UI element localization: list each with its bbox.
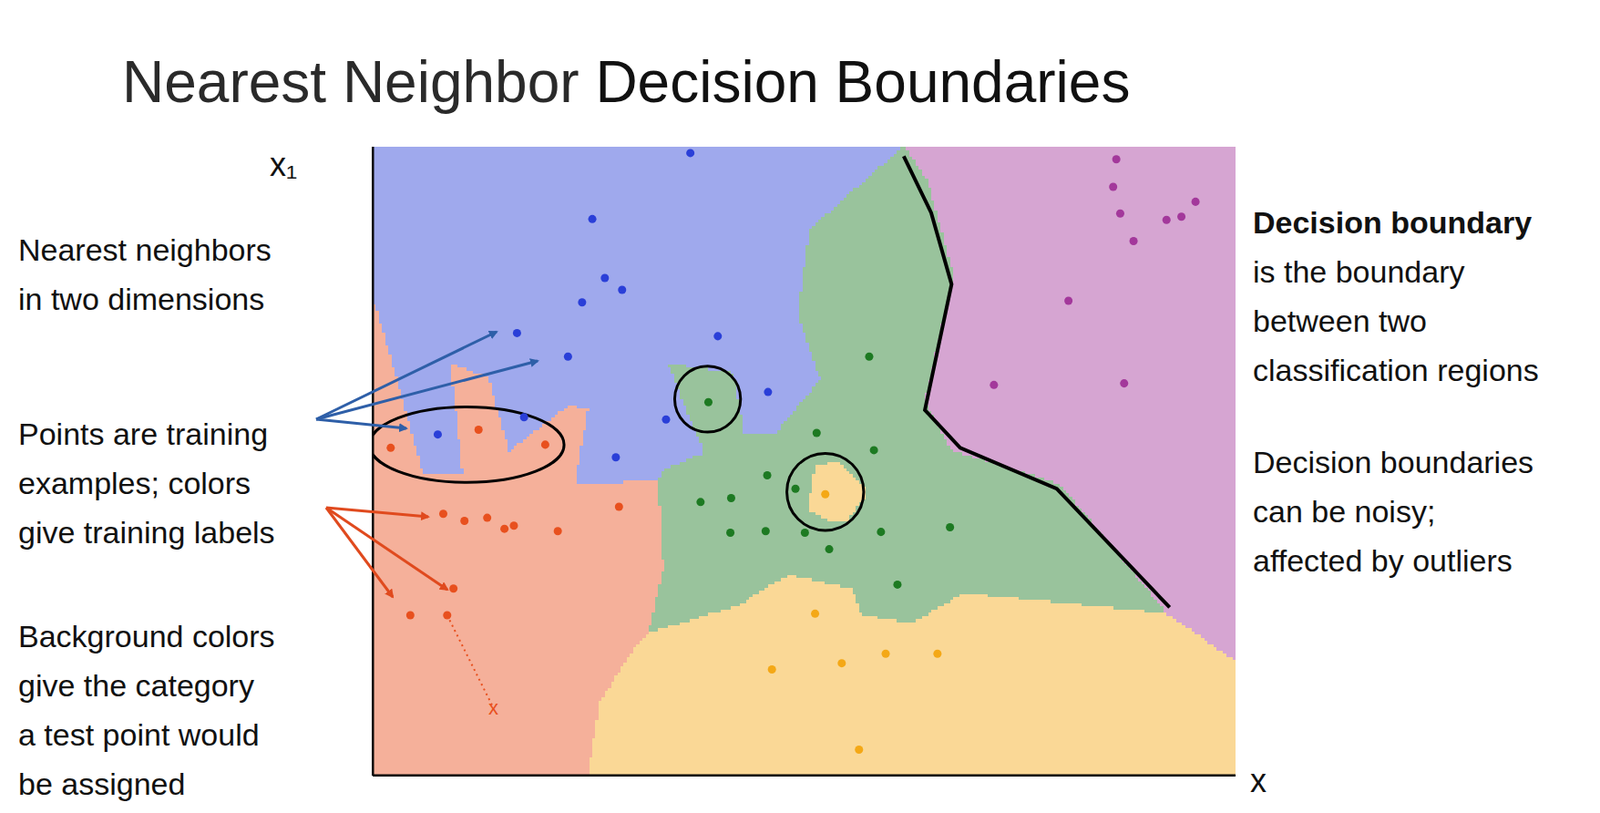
html-text:give training labels: give training labels (18, 514, 275, 550)
html-text:Background colors: Background colors (18, 618, 275, 654)
svg-text:x: x (488, 696, 499, 719)
html-text:Points are training: Points are training (18, 416, 268, 452)
html-text:Nearest Neighbor Decision Boun: Nearest Neighbor Decision Boundaries (122, 49, 1131, 115)
html-text:in two dimensions: in two dimensions (18, 281, 265, 317)
html-text:x: x (1250, 761, 1267, 800)
html-text:Decision boundary: Decision boundary (1252, 205, 1532, 240)
html-text:between two: between two (1252, 303, 1427, 339)
html-text:classification regions: classification regions (1252, 352, 1539, 388)
html-text:affected by outliers: affected by outliers (1252, 543, 1513, 578)
html-text:Decision boundaries: Decision boundaries (1252, 444, 1534, 480)
html-text:a test point would: a test point would (18, 717, 260, 752)
html-text:be assigned: be assigned (18, 766, 186, 801)
html-text:Nearest neighbors: Nearest neighbors (18, 232, 272, 267)
html-text:can be noisy;: can be noisy; (1252, 493, 1436, 529)
html-text:examples; colors: examples; colors (18, 465, 251, 501)
html-text:is the boundary: is the boundary (1252, 254, 1465, 289)
html-text:x₁: x₁ (269, 145, 298, 184)
html-text:give the category: give the category (18, 667, 255, 703)
